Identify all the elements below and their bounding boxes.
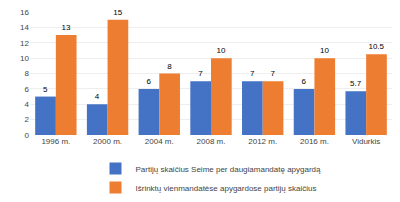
svg-text:8: 8 — [167, 62, 172, 71]
svg-text:4: 4 — [25, 100, 30, 109]
svg-text:2004 m.: 2004 m. — [145, 137, 174, 146]
svg-text:0: 0 — [25, 131, 30, 140]
svg-text:1996 m.: 1996 m. — [41, 137, 70, 146]
svg-text:6: 6 — [25, 85, 30, 94]
svg-text:6: 6 — [302, 77, 307, 86]
svg-text:10: 10 — [20, 54, 29, 63]
svg-text:2008 m.: 2008 m. — [197, 137, 226, 146]
svg-text:8: 8 — [25, 69, 30, 78]
svg-text:4: 4 — [95, 92, 100, 101]
svg-text:2000 m.: 2000 m. — [93, 137, 122, 146]
svg-text:10: 10 — [320, 46, 329, 55]
svg-text:2012 m.: 2012 m. — [248, 137, 277, 146]
svg-text:14: 14 — [20, 23, 29, 32]
svg-text:12: 12 — [20, 39, 29, 48]
svg-text:10.5: 10.5 — [368, 42, 384, 51]
svg-text:2: 2 — [25, 115, 30, 124]
svg-text:6: 6 — [146, 77, 151, 86]
svg-text:Išrinktų vienmandatėse apygard: Išrinktų vienmandatėse apygardose partij… — [136, 184, 317, 193]
svg-text:7: 7 — [271, 69, 276, 78]
svg-text:5.7: 5.7 — [350, 79, 362, 88]
svg-text:7: 7 — [198, 69, 203, 78]
svg-text:15: 15 — [113, 8, 122, 17]
svg-text:10: 10 — [217, 46, 226, 55]
svg-text:Vidurkis: Vidurkis — [352, 137, 380, 146]
svg-text:13: 13 — [61, 23, 70, 32]
svg-text:7: 7 — [250, 69, 255, 78]
svg-text:Partijų skaičius Seime per dau: Partijų skaičius Seime per daugiamandatę… — [136, 165, 322, 174]
svg-text:5: 5 — [43, 85, 48, 94]
svg-text:2016 m.: 2016 m. — [300, 137, 329, 146]
svg-text:16: 16 — [20, 8, 29, 17]
